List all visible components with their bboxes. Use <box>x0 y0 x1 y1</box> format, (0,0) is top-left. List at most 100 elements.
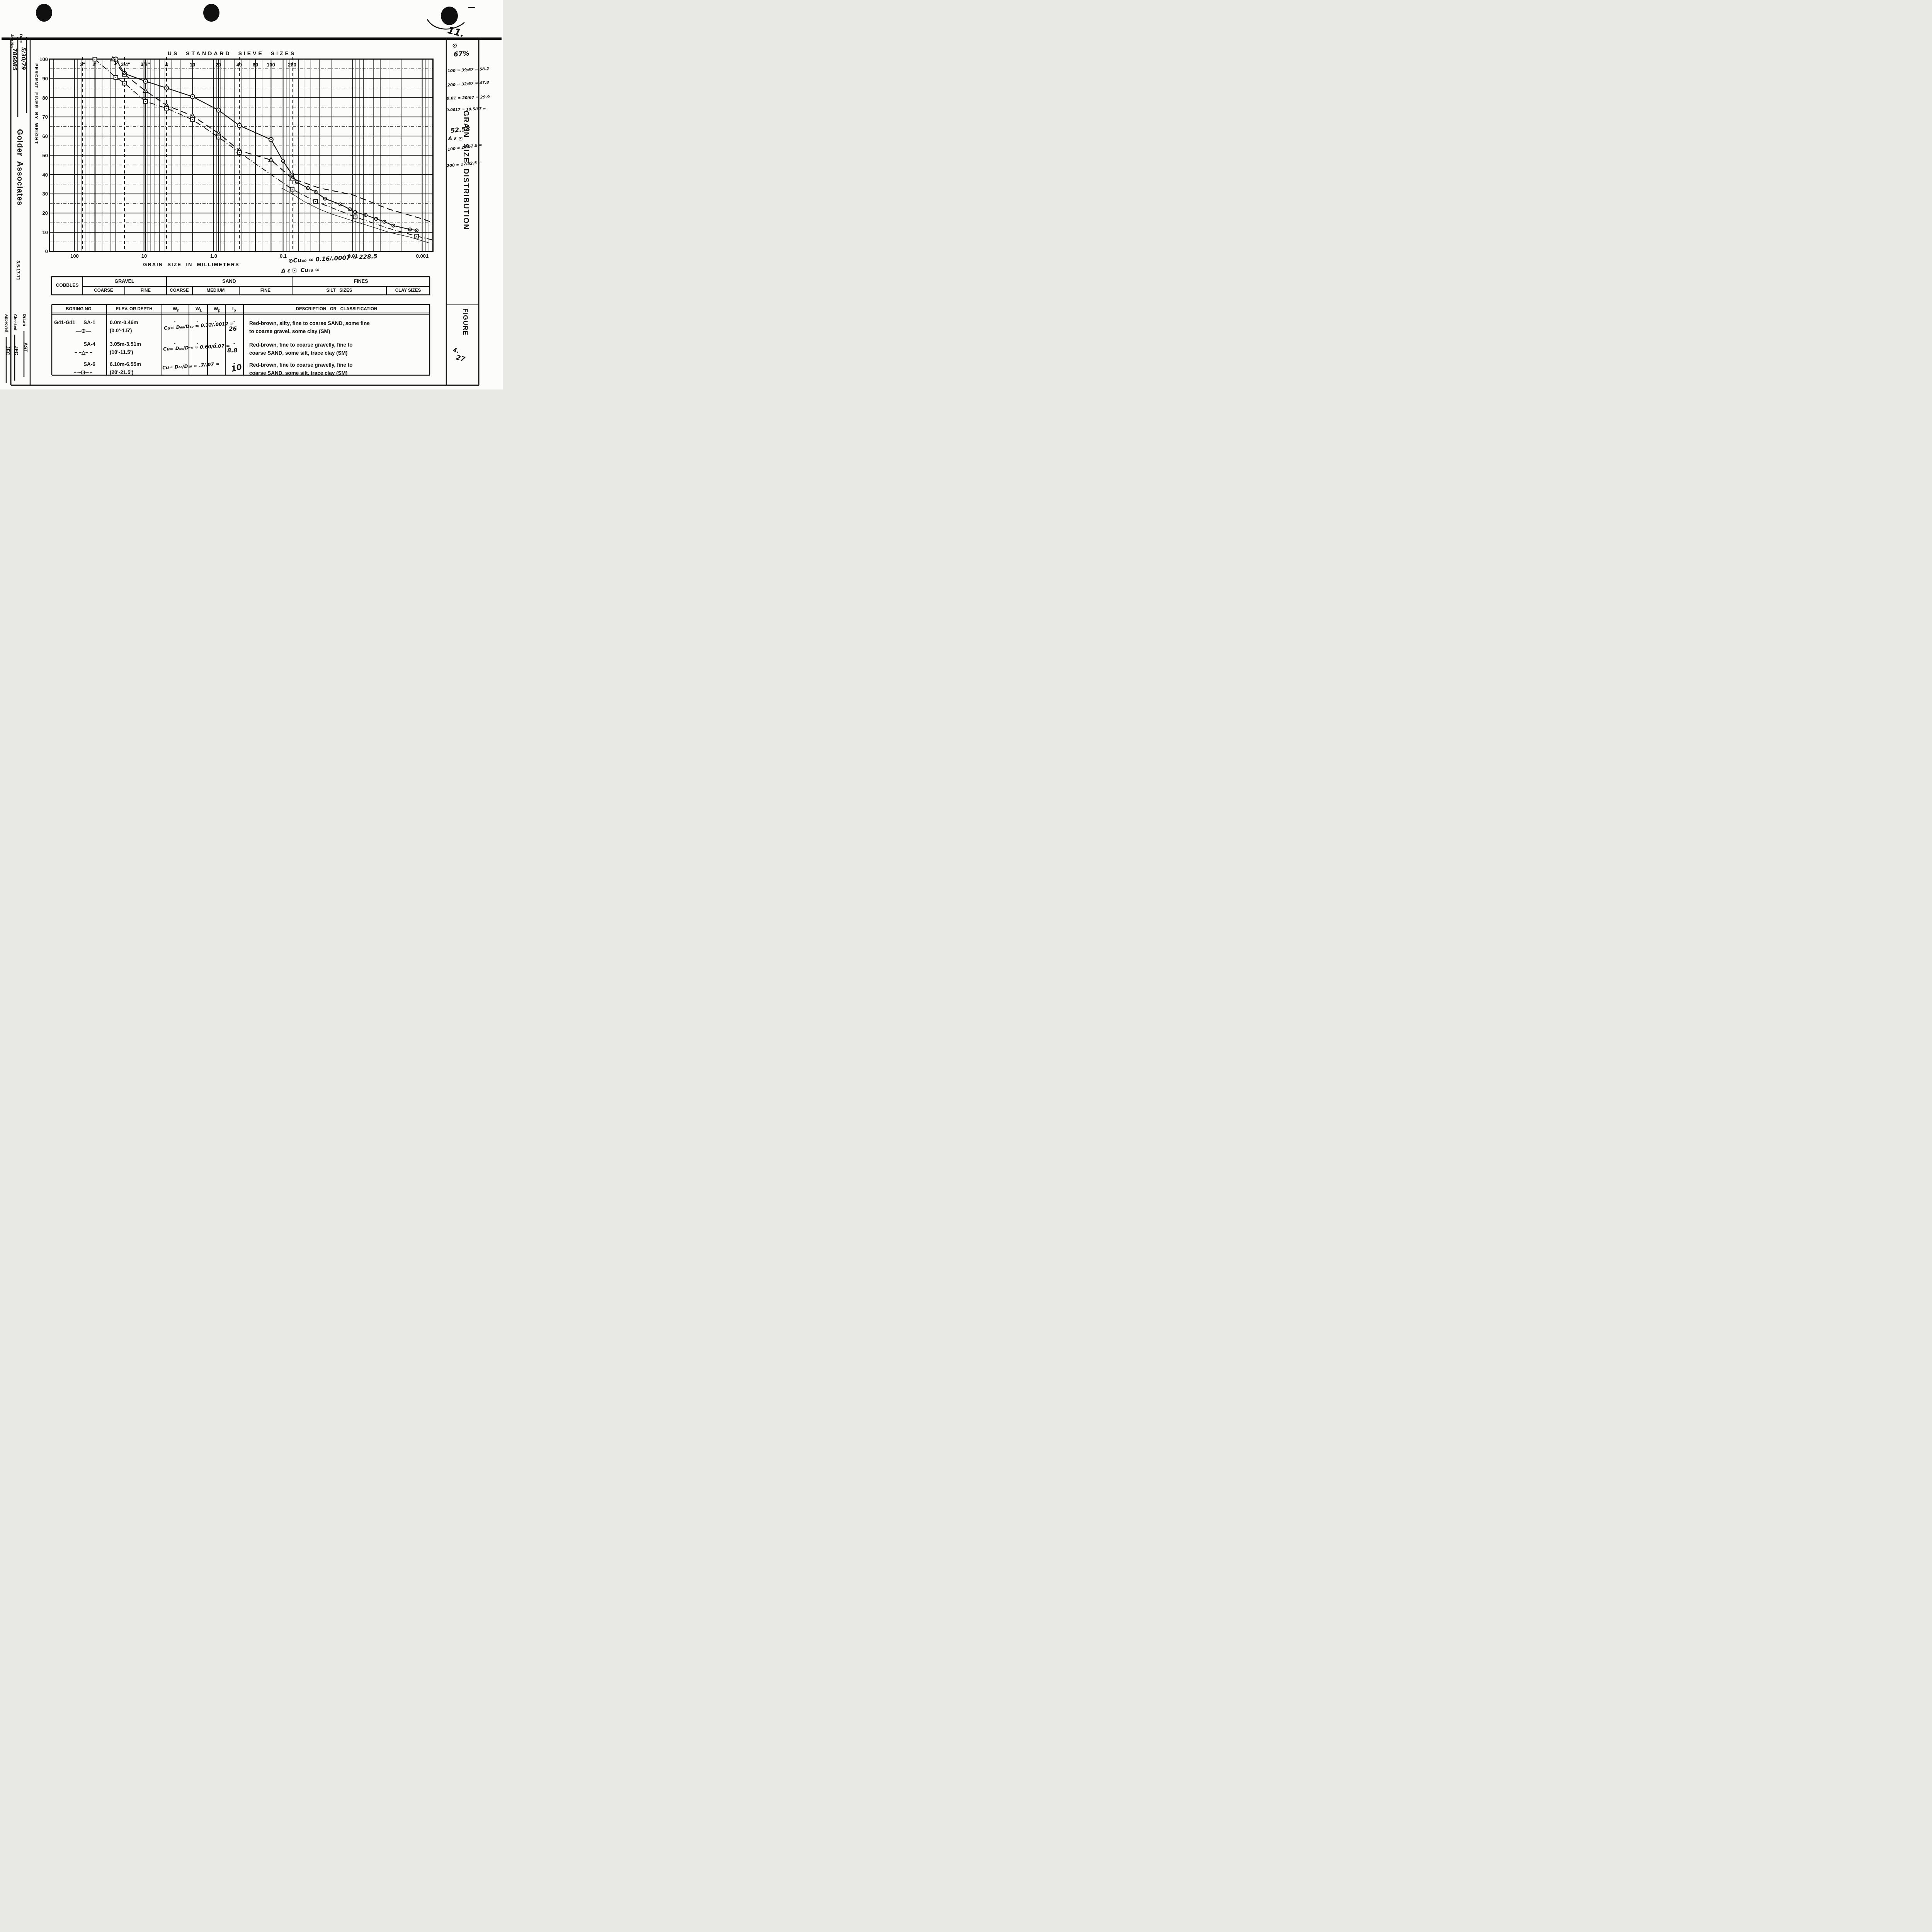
date-label: Date <box>19 34 23 43</box>
class-cobbles: COBBLES <box>56 282 79 288</box>
row3-elev-ft: (20'-21.5') <box>110 369 134 375</box>
row2-elev-m: 3.05m-3.51m <box>110 341 141 347</box>
y-tick-30: 30 <box>42 191 48 197</box>
row2-description: Red-brown, fine to coarse gravelly, fine… <box>249 342 353 356</box>
checked-value: JFC <box>14 346 19 355</box>
row2-elev-ft: (10'-11.5') <box>110 349 133 355</box>
row3-ip-dash: - <box>233 360 235 366</box>
row1-ip-value: 26 <box>229 325 237 332</box>
col-wl: WL <box>196 306 202 313</box>
row2-wn-dash: - <box>174 340 176 346</box>
class-gravel-coarse: COARSE <box>94 288 113 293</box>
corner-dash-mark: — <box>468 3 475 11</box>
approved-value: JFC <box>5 346 11 355</box>
col-wp-sub: p <box>218 308 221 313</box>
class-gravel-fine: FINE <box>140 288 151 293</box>
col-wp: Wp <box>214 306 220 313</box>
row2-sample-id: SA-4 <box>83 341 95 347</box>
row2-legend-symbol: – –△– – <box>74 349 93 355</box>
approved-label: Approved <box>4 314 9 332</box>
col-elev-depth: ELEV. OR DEPTH <box>116 307 153 311</box>
row1-description: Red-brown, silty, fine to coarse SAND, s… <box>249 320 370 334</box>
class-gravel: GRAVEL <box>114 279 134 284</box>
sieve-label-4: 4 <box>165 62 168 68</box>
note-67pct: 67% <box>453 49 470 59</box>
col-wn-main: W <box>173 306 177 311</box>
row2-wp-dash: - <box>215 340 217 346</box>
col-ip: Ip <box>232 306 236 313</box>
row3-description: Red-brown, fine to coarse gravelly, fine… <box>249 362 353 376</box>
sieve-label-60: 60 <box>252 62 259 68</box>
row1-wp-dash: - <box>215 318 217 324</box>
x-tick-1: 1.0 <box>210 253 218 259</box>
scanned-grain-size-sheet: 11. — US STANDARD SIEVE SIZES GRAIN SIZE… <box>0 0 503 389</box>
y-tick-20: 20 <box>42 210 48 216</box>
sieve-label-10: 10 <box>189 62 196 68</box>
col-ip-main: I <box>232 306 234 311</box>
company-name: Golder Associates <box>15 129 24 206</box>
drawn-value: AST <box>23 342 29 352</box>
class-sand-medium: MEDIUM <box>206 288 225 293</box>
y-tick-80: 80 <box>42 95 48 101</box>
y-tick-90: 90 <box>42 76 48 82</box>
job-no-label: Job No. <box>10 34 14 49</box>
col-ip-sub: p <box>233 308 236 313</box>
row1-elev-ft: (0.0'-1.5') <box>110 328 132 333</box>
x-tick-0p1: 0.1 <box>279 253 287 259</box>
checked-label: Checked <box>13 314 17 330</box>
sieve-label-3-8in: 3/8" <box>140 61 150 67</box>
row1-legend-symbol: —⊙— <box>76 328 91 334</box>
row2-ip-value: 8.8 <box>227 347 238 354</box>
row2-ip-dash: - <box>233 340 235 346</box>
form-number: 3.5-17-71 <box>15 260 21 281</box>
sieve-label-40: 40 <box>236 62 242 68</box>
figure-number-top: 4. <box>452 346 460 355</box>
row1-elev-m: 0.0m-0.46m <box>110 320 138 325</box>
col-boring-no: BORING NO. <box>66 307 93 311</box>
col-description: DESCRIPTION OR CLASSIFICATION <box>296 307 378 311</box>
row1-sample-id: SA-1 <box>83 320 95 325</box>
chart-title: US STANDARD SIEVE SIZES <box>167 50 296 56</box>
class-silt-sizes: SILT SIZES <box>326 288 352 293</box>
row3-sample-id: SA-6 <box>83 361 95 367</box>
row1-wn-dash: - <box>174 318 176 324</box>
y-tick-60: 60 <box>42 133 48 139</box>
sieve-label-3-4in: 3/4" <box>121 61 131 67</box>
y-tick-70: 70 <box>42 114 48 120</box>
date-value: 5/30/79 <box>20 47 26 70</box>
row3-legend-symbol: –·–⊡–·– <box>73 369 93 375</box>
sieve-label-1in: 1" <box>114 60 119 66</box>
job-no-value: 786085 <box>11 48 17 71</box>
row1-ip-dash: - <box>233 318 235 324</box>
x-axis-label: GRAIN SIZE IN MILLIMETERS <box>143 262 240 267</box>
x-tick-10: 10 <box>141 253 147 259</box>
class-sand-coarse: COARSE <box>170 288 189 293</box>
class-clay-sizes: CLAY SIZES <box>395 288 421 293</box>
col-wn-sub: n <box>177 308 180 313</box>
y-tick-40: 40 <box>42 172 48 178</box>
class-fines: FINES <box>354 279 368 284</box>
col-wl-main: W <box>196 306 200 311</box>
row1-wl-dash: - <box>197 318 199 324</box>
note-triangle-and-square: Δ ε ⊡ <box>448 136 463 142</box>
class-sand-fine: FINE <box>260 288 271 293</box>
figure-label: FIGURE <box>462 308 469 336</box>
x-tick-100: 100 <box>70 253 79 259</box>
y-tick-50: 50 <box>42 153 48 158</box>
class-sand: SAND <box>222 279 236 284</box>
row3-elev-m: 6.10m-6.55m <box>110 361 141 367</box>
sieve-label-100: 100 <box>267 62 275 68</box>
note-circle-symbol: ⊙ <box>452 42 457 49</box>
y-tick-100: 100 <box>39 56 48 62</box>
col-wp-main: W <box>214 306 218 311</box>
col-wn: Wn <box>173 306 179 313</box>
sieve-label-2in: 2" <box>92 61 98 67</box>
row1-boring-id: G41-G11 <box>54 320 75 325</box>
x-tick-0p001: 0.001 <box>416 253 429 259</box>
row2-wl-dash: - <box>197 340 199 346</box>
sieve-label-3in: 3" <box>80 61 85 67</box>
x-tick-0p01: 0.01 <box>348 253 358 259</box>
y-tick-0: 0 <box>45 248 48 254</box>
col-wl-sub: L <box>200 308 202 313</box>
chart-canvas <box>2 4 502 386</box>
